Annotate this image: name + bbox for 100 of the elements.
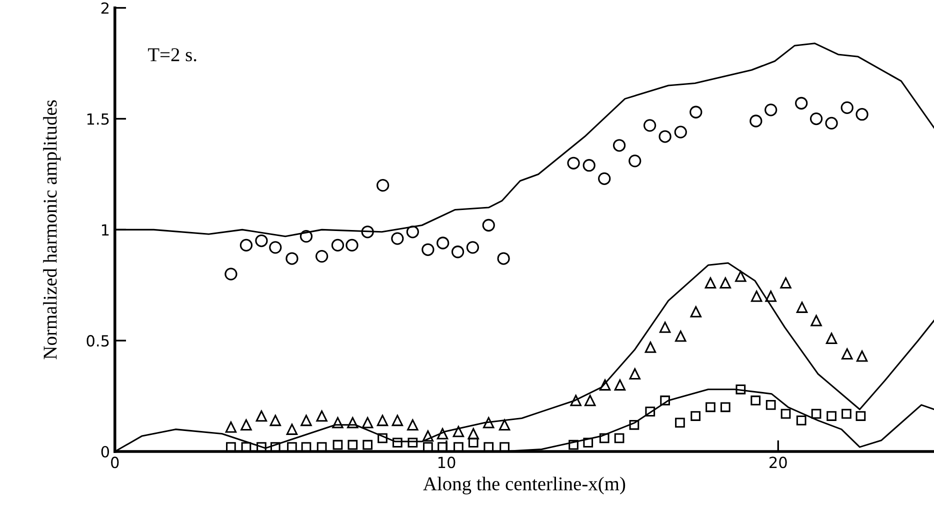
point	[765, 290, 776, 302]
point	[500, 442, 510, 452]
point	[331, 238, 344, 252]
y-axis-title: Normalized harmonic amplitudes	[43, 100, 61, 360]
point	[269, 241, 282, 254]
point	[270, 414, 282, 426]
point	[301, 442, 312, 452]
point	[316, 410, 328, 422]
point	[811, 408, 822, 419]
point	[644, 342, 656, 353]
point	[735, 270, 746, 282]
point	[659, 322, 671, 333]
point	[690, 306, 702, 318]
point	[567, 156, 580, 170]
point	[840, 101, 854, 114]
point	[315, 250, 328, 263]
point	[300, 414, 312, 426]
point	[436, 236, 450, 250]
point	[674, 126, 687, 138]
point	[675, 418, 685, 428]
point	[750, 290, 762, 302]
point	[241, 442, 252, 452]
point	[690, 411, 700, 421]
point	[454, 442, 464, 452]
point	[224, 268, 238, 280]
point	[497, 252, 510, 265]
point	[300, 230, 313, 243]
point	[750, 396, 761, 406]
point	[583, 438, 594, 448]
point	[376, 414, 388, 426]
point	[422, 430, 434, 442]
point	[675, 330, 686, 342]
y-tick-label: 2	[101, 2, 108, 14]
point	[568, 440, 578, 450]
point	[795, 96, 808, 110]
point	[466, 241, 480, 254]
point	[750, 114, 762, 128]
point	[643, 119, 656, 132]
point	[392, 438, 402, 448]
point	[270, 442, 280, 452]
point	[645, 406, 656, 417]
point	[629, 420, 640, 430]
point	[856, 411, 866, 421]
annotation: T=2 s.	[148, 48, 196, 62]
point	[720, 402, 730, 412]
point	[347, 417, 358, 428]
point	[362, 417, 374, 428]
point	[436, 428, 448, 440]
point	[392, 414, 404, 426]
point	[468, 438, 478, 448]
point	[766, 400, 776, 410]
point	[225, 421, 237, 433]
point	[408, 438, 418, 448]
point	[361, 226, 374, 238]
point	[704, 277, 716, 289]
point	[810, 112, 823, 126]
point	[706, 402, 716, 412]
point	[796, 416, 806, 426]
point	[720, 277, 732, 289]
point	[362, 440, 373, 450]
point	[825, 116, 838, 130]
point	[764, 104, 778, 116]
point	[826, 332, 838, 344]
point	[498, 419, 510, 431]
point	[810, 315, 822, 326]
point	[780, 408, 791, 419]
point	[736, 384, 746, 394]
point	[658, 130, 672, 143]
point	[256, 410, 268, 422]
x-tick-label: 10	[438, 456, 456, 468]
point	[599, 379, 611, 391]
point	[376, 179, 390, 192]
point	[287, 442, 297, 452]
point	[286, 424, 298, 435]
point	[628, 154, 642, 168]
x-tick-label: 0	[111, 456, 119, 468]
point	[240, 238, 253, 252]
point	[614, 433, 624, 444]
y-tick-label: 0	[101, 446, 110, 458]
point	[452, 426, 464, 438]
point	[584, 394, 596, 406]
point	[378, 433, 388, 444]
point	[256, 442, 266, 452]
point	[346, 238, 358, 252]
point	[780, 277, 792, 289]
point	[570, 394, 582, 406]
point	[482, 218, 495, 232]
y-tick-label: 1	[102, 224, 109, 236]
point	[316, 442, 327, 452]
point	[856, 350, 868, 362]
point	[391, 232, 404, 245]
point	[422, 243, 434, 256]
point	[423, 442, 433, 452]
point	[629, 368, 640, 380]
y-tick-label: 0.5	[86, 335, 109, 347]
point	[826, 411, 836, 421]
point	[841, 348, 853, 360]
point	[796, 302, 808, 313]
point	[660, 396, 670, 406]
y-tick-label: 1.5	[87, 113, 109, 125]
